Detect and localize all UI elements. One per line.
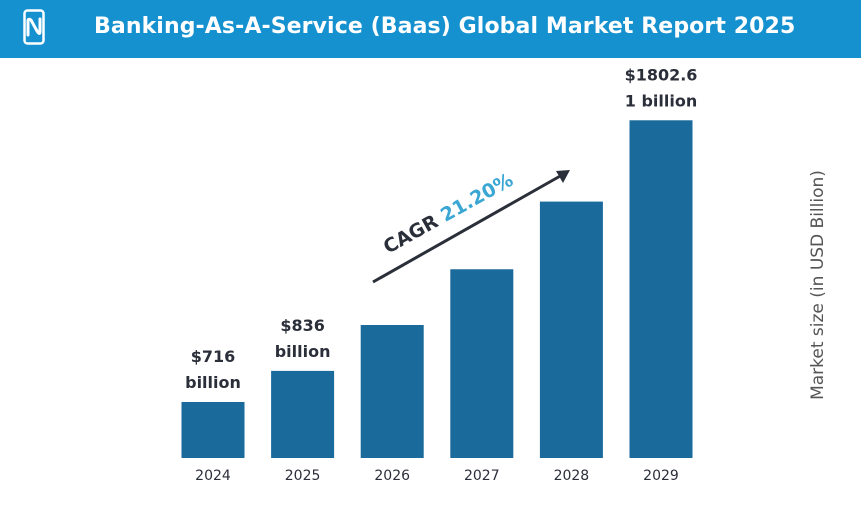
x-tick-label: 2025 [285, 468, 321, 484]
y-axis-label: Market size (in USD Billion) [808, 170, 828, 400]
x-tick-label: 2024 [195, 468, 231, 484]
data-label: 1 billion [625, 91, 697, 110]
data-label: billion [275, 342, 331, 361]
bar-chart: 2024 $716 billion 2025 $836 billion 2026 2027 20… [181, 65, 698, 484]
x-tick-label: 2028 [554, 468, 590, 484]
bar-2027 [450, 269, 514, 458]
bar-2029 [629, 120, 693, 458]
arrow-head-icon [556, 170, 570, 183]
bar-2025 [271, 370, 335, 458]
bar-2028 [539, 201, 603, 458]
bar-2024 [181, 402, 245, 458]
bar-2026 [360, 325, 424, 458]
phone-n-logo-icon [23, 9, 45, 45]
page-title: Banking-As-A-Service (Baas) Global Marke… [94, 14, 796, 39]
x-tick-label: 2027 [464, 468, 500, 484]
data-label: $1802.6 [625, 65, 698, 84]
data-label: $836 [280, 316, 325, 335]
header-banner: Banking-As-A-Service (Baas) Global Marke… [0, 0, 861, 58]
data-label: billion [185, 373, 241, 392]
x-tick-label: 2026 [374, 468, 410, 484]
x-tick-label: 2029 [643, 468, 679, 484]
cagr-arrow [372, 173, 563, 284]
data-label: $716 [191, 347, 236, 366]
